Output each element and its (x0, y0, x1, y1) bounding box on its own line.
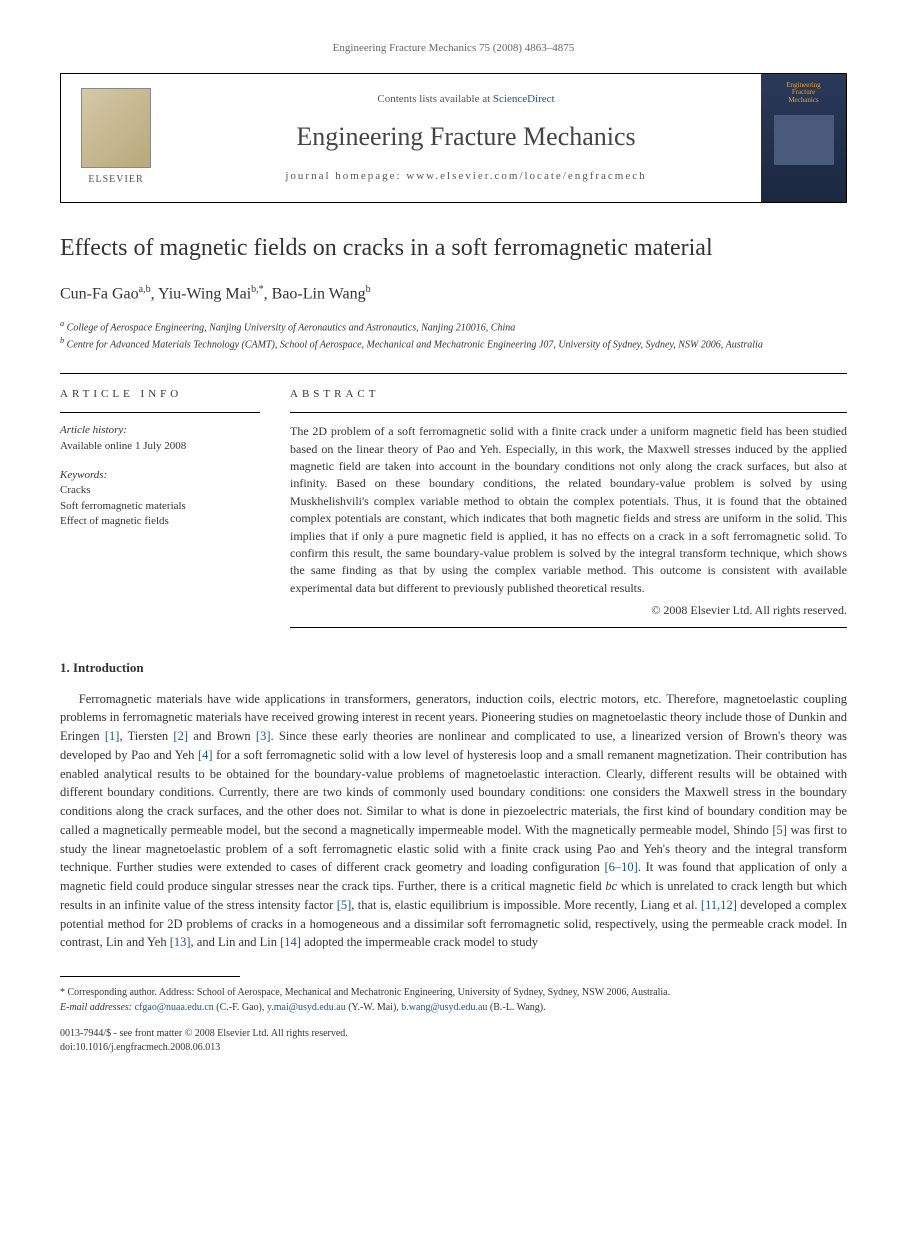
ref-3[interactable]: [3] (256, 729, 271, 743)
ref-13[interactable]: [13] (170, 935, 191, 949)
ref-4[interactable]: [4] (198, 748, 213, 762)
contents-line: Contents lists available at ScienceDirec… (377, 91, 554, 108)
corresponding-label: * Corresponding author. Address: School … (60, 987, 670, 998)
affiliation-b: Centre for Advanced Materials Technology… (67, 340, 763, 351)
footnote-separator (60, 976, 240, 977)
journal-center: Contents lists available at ScienceDirec… (171, 74, 761, 202)
history-label: Article history: (60, 423, 260, 438)
contents-prefix: Contents lists available at (377, 93, 492, 105)
email-2[interactable]: y.mai@usyd.edu.au (267, 1002, 346, 1013)
cover-thumb-image (774, 115, 834, 165)
journal-banner: ELSEVIER Contents lists available at Sci… (60, 73, 847, 203)
ref-14[interactable]: [14] (280, 935, 301, 949)
email-3-name: (B.-L. Wang). (487, 1002, 545, 1013)
elsevier-logo-block: ELSEVIER (61, 74, 171, 202)
elsevier-label: ELSEVIER (88, 172, 143, 187)
email-1-name: (C.-F. Gao), (214, 1002, 267, 1013)
ref-5b[interactable]: [5] (337, 898, 352, 912)
email-label: E-mail addresses: (60, 1002, 132, 1013)
keyword-3: Effect of magnetic fields (60, 514, 260, 529)
intro-t9: , that is, elastic equilibrium is imposs… (351, 898, 701, 912)
authors-line: Cun-Fa Gaoa,b, Yiu-Wing Maib,*, Bao-Lin … (60, 282, 847, 306)
article-info-column: ARTICLE INFO Article history: Available … (60, 386, 260, 628)
author-2: Yiu-Wing Mai (158, 285, 251, 302)
ref-6-10[interactable]: [6–10] (604, 860, 637, 874)
history-value: Available online 1 July 2008 (60, 439, 260, 454)
intro-t2: , Tiersten (119, 729, 173, 743)
ref-2[interactable]: [2] (173, 729, 188, 743)
intro-t3: and Brown (188, 729, 256, 743)
author-1-sup: a,b (139, 284, 151, 295)
ref-5[interactable]: [5] (772, 823, 787, 837)
author-3: Bao-Lin Wang (272, 285, 366, 302)
email-3[interactable]: b.wang@usyd.edu.au (401, 1002, 487, 1013)
doi-block: 0013-7944/$ - see front matter © 2008 El… (60, 1027, 847, 1055)
journal-header-reference: Engineering Fracture Mechanics 75 (2008)… (60, 40, 847, 57)
author-2-sup: b,* (251, 284, 264, 295)
author-3-sup: b (366, 284, 371, 295)
author-1: Cun-Fa Gao (60, 285, 139, 302)
homepage-prefix: journal homepage: (285, 170, 406, 182)
article-info-heading: ARTICLE INFO (60, 386, 260, 403)
abstract-text: The 2D problem of a soft ferromagnetic s… (290, 423, 847, 597)
article-history-block: Article history: Available online 1 July… (60, 423, 260, 454)
cover-line3: Mechanics (788, 96, 818, 104)
divider-top (60, 373, 847, 374)
intro-t12: adopted the impermeable crack model to s… (301, 935, 538, 949)
sciencedirect-link[interactable]: ScienceDirect (493, 93, 555, 105)
keyword-1: Cracks (60, 483, 260, 498)
bc-variable: bc (605, 879, 617, 893)
homepage-url: www.elsevier.com/locate/engfracmech (406, 170, 646, 182)
elsevier-tree-icon (81, 88, 151, 168)
affiliations: a College of Aerospace Engineering, Nanj… (60, 318, 847, 353)
homepage-line: journal homepage: www.elsevier.com/locat… (285, 168, 646, 185)
introduction-paragraph: Ferromagnetic materials have wide applic… (60, 690, 847, 953)
introduction-heading: 1. Introduction (60, 658, 847, 678)
affiliation-a: College of Aerospace Engineering, Nanjin… (67, 322, 516, 333)
journal-name: Engineering Fracture Mechanics (296, 117, 635, 156)
email-2-name: (Y.-W. Mai), (346, 1002, 402, 1013)
issn-line: 0013-7944/$ - see front matter © 2008 El… (60, 1028, 348, 1039)
ref-1[interactable]: [1] (105, 729, 120, 743)
email-1[interactable]: cfgao@nuaa.edu.cn (135, 1002, 214, 1013)
article-title: Effects of magnetic fields on cracks in … (60, 233, 847, 264)
abstract-column: ABSTRACT The 2D problem of a soft ferrom… (290, 386, 847, 628)
journal-cover-thumbnail: Engineering Fracture Mechanics (761, 74, 846, 202)
corresponding-author-note: * Corresponding author. Address: School … (60, 985, 847, 1015)
abstract-heading: ABSTRACT (290, 386, 847, 403)
keyword-2: Soft ferromagnetic materials (60, 499, 260, 514)
keywords-label: Keywords: (60, 468, 260, 483)
keywords-block: Keywords: Cracks Soft ferromagnetic mate… (60, 468, 260, 530)
ref-11-12[interactable]: [11,12] (701, 898, 737, 912)
doi-line: doi:10.1016/j.engfracmech.2008.06.013 (60, 1042, 220, 1053)
copyright-line: © 2008 Elsevier Ltd. All rights reserved… (290, 601, 847, 619)
info-abstract-row: ARTICLE INFO Article history: Available … (60, 386, 847, 628)
intro-t11: , and Lin and Lin (191, 935, 281, 949)
